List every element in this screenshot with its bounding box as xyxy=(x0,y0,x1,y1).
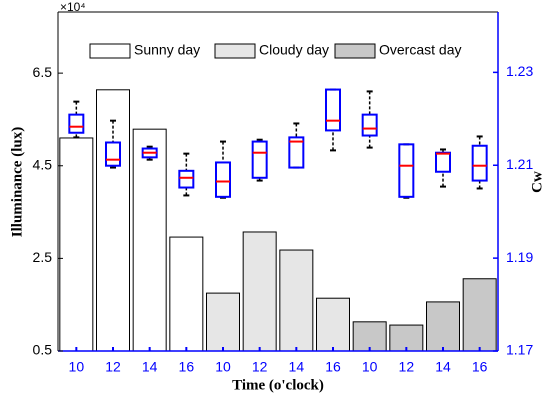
legend-swatch xyxy=(89,43,131,59)
box xyxy=(398,143,415,198)
x-tick-label: 12 xyxy=(399,359,415,375)
bar xyxy=(462,278,497,352)
box xyxy=(471,144,488,182)
x-tick-label: 12 xyxy=(105,359,121,375)
y2-axis-label: Cw xyxy=(529,171,545,193)
bar xyxy=(352,321,387,352)
y2-tick-label: 1.23 xyxy=(506,63,533,79)
legend-label: Cloudy day xyxy=(259,42,329,58)
box xyxy=(178,169,195,189)
legend-swatch xyxy=(214,43,256,59)
x-tick-label: 14 xyxy=(435,359,451,375)
bar xyxy=(59,137,94,352)
legend-swatch xyxy=(334,43,376,59)
y-multiplier: ×10⁴ xyxy=(60,0,86,14)
legend-label: Overcast day xyxy=(379,42,461,58)
bar xyxy=(206,292,240,352)
bar xyxy=(389,324,424,352)
bar xyxy=(242,231,277,352)
legend-label: Sunny day xyxy=(134,42,200,58)
bar xyxy=(279,249,314,352)
x-tick-label: 16 xyxy=(179,359,195,375)
x-tick-label: 14 xyxy=(142,359,158,375)
bar xyxy=(169,236,204,352)
x-tick-label: 16 xyxy=(325,359,341,375)
bar xyxy=(132,128,167,352)
box xyxy=(251,140,268,179)
y2-tick-label: 1.17 xyxy=(506,342,533,358)
bar xyxy=(316,297,350,352)
y-axis-label: Illuminance (lux) xyxy=(9,127,25,237)
y-tick-label: 6.5 xyxy=(33,64,53,80)
box xyxy=(215,161,231,198)
x-tick-label: 14 xyxy=(289,359,305,375)
box xyxy=(288,136,305,169)
bar xyxy=(96,89,130,352)
box xyxy=(68,113,85,134)
bar xyxy=(426,301,460,352)
y-tick-label: 4.5 xyxy=(33,156,53,172)
x-tick-label: 16 xyxy=(472,359,488,375)
x-axis-label: Time (o'clock) xyxy=(232,377,324,393)
x-tick-label: 10 xyxy=(215,359,231,375)
y2-tick-label: 1.19 xyxy=(506,249,533,265)
x-tick-label: 10 xyxy=(362,359,378,375)
y2-tick-label: 1.21 xyxy=(506,156,533,172)
x-tick-label: 12 xyxy=(252,359,268,375)
box xyxy=(435,151,451,173)
box xyxy=(105,141,121,167)
y-tick-label: 0.5 xyxy=(33,342,53,358)
y-tick-label: 2.5 xyxy=(33,249,53,265)
x-tick-label: 10 xyxy=(69,359,85,375)
box xyxy=(325,88,341,132)
box xyxy=(361,113,378,137)
